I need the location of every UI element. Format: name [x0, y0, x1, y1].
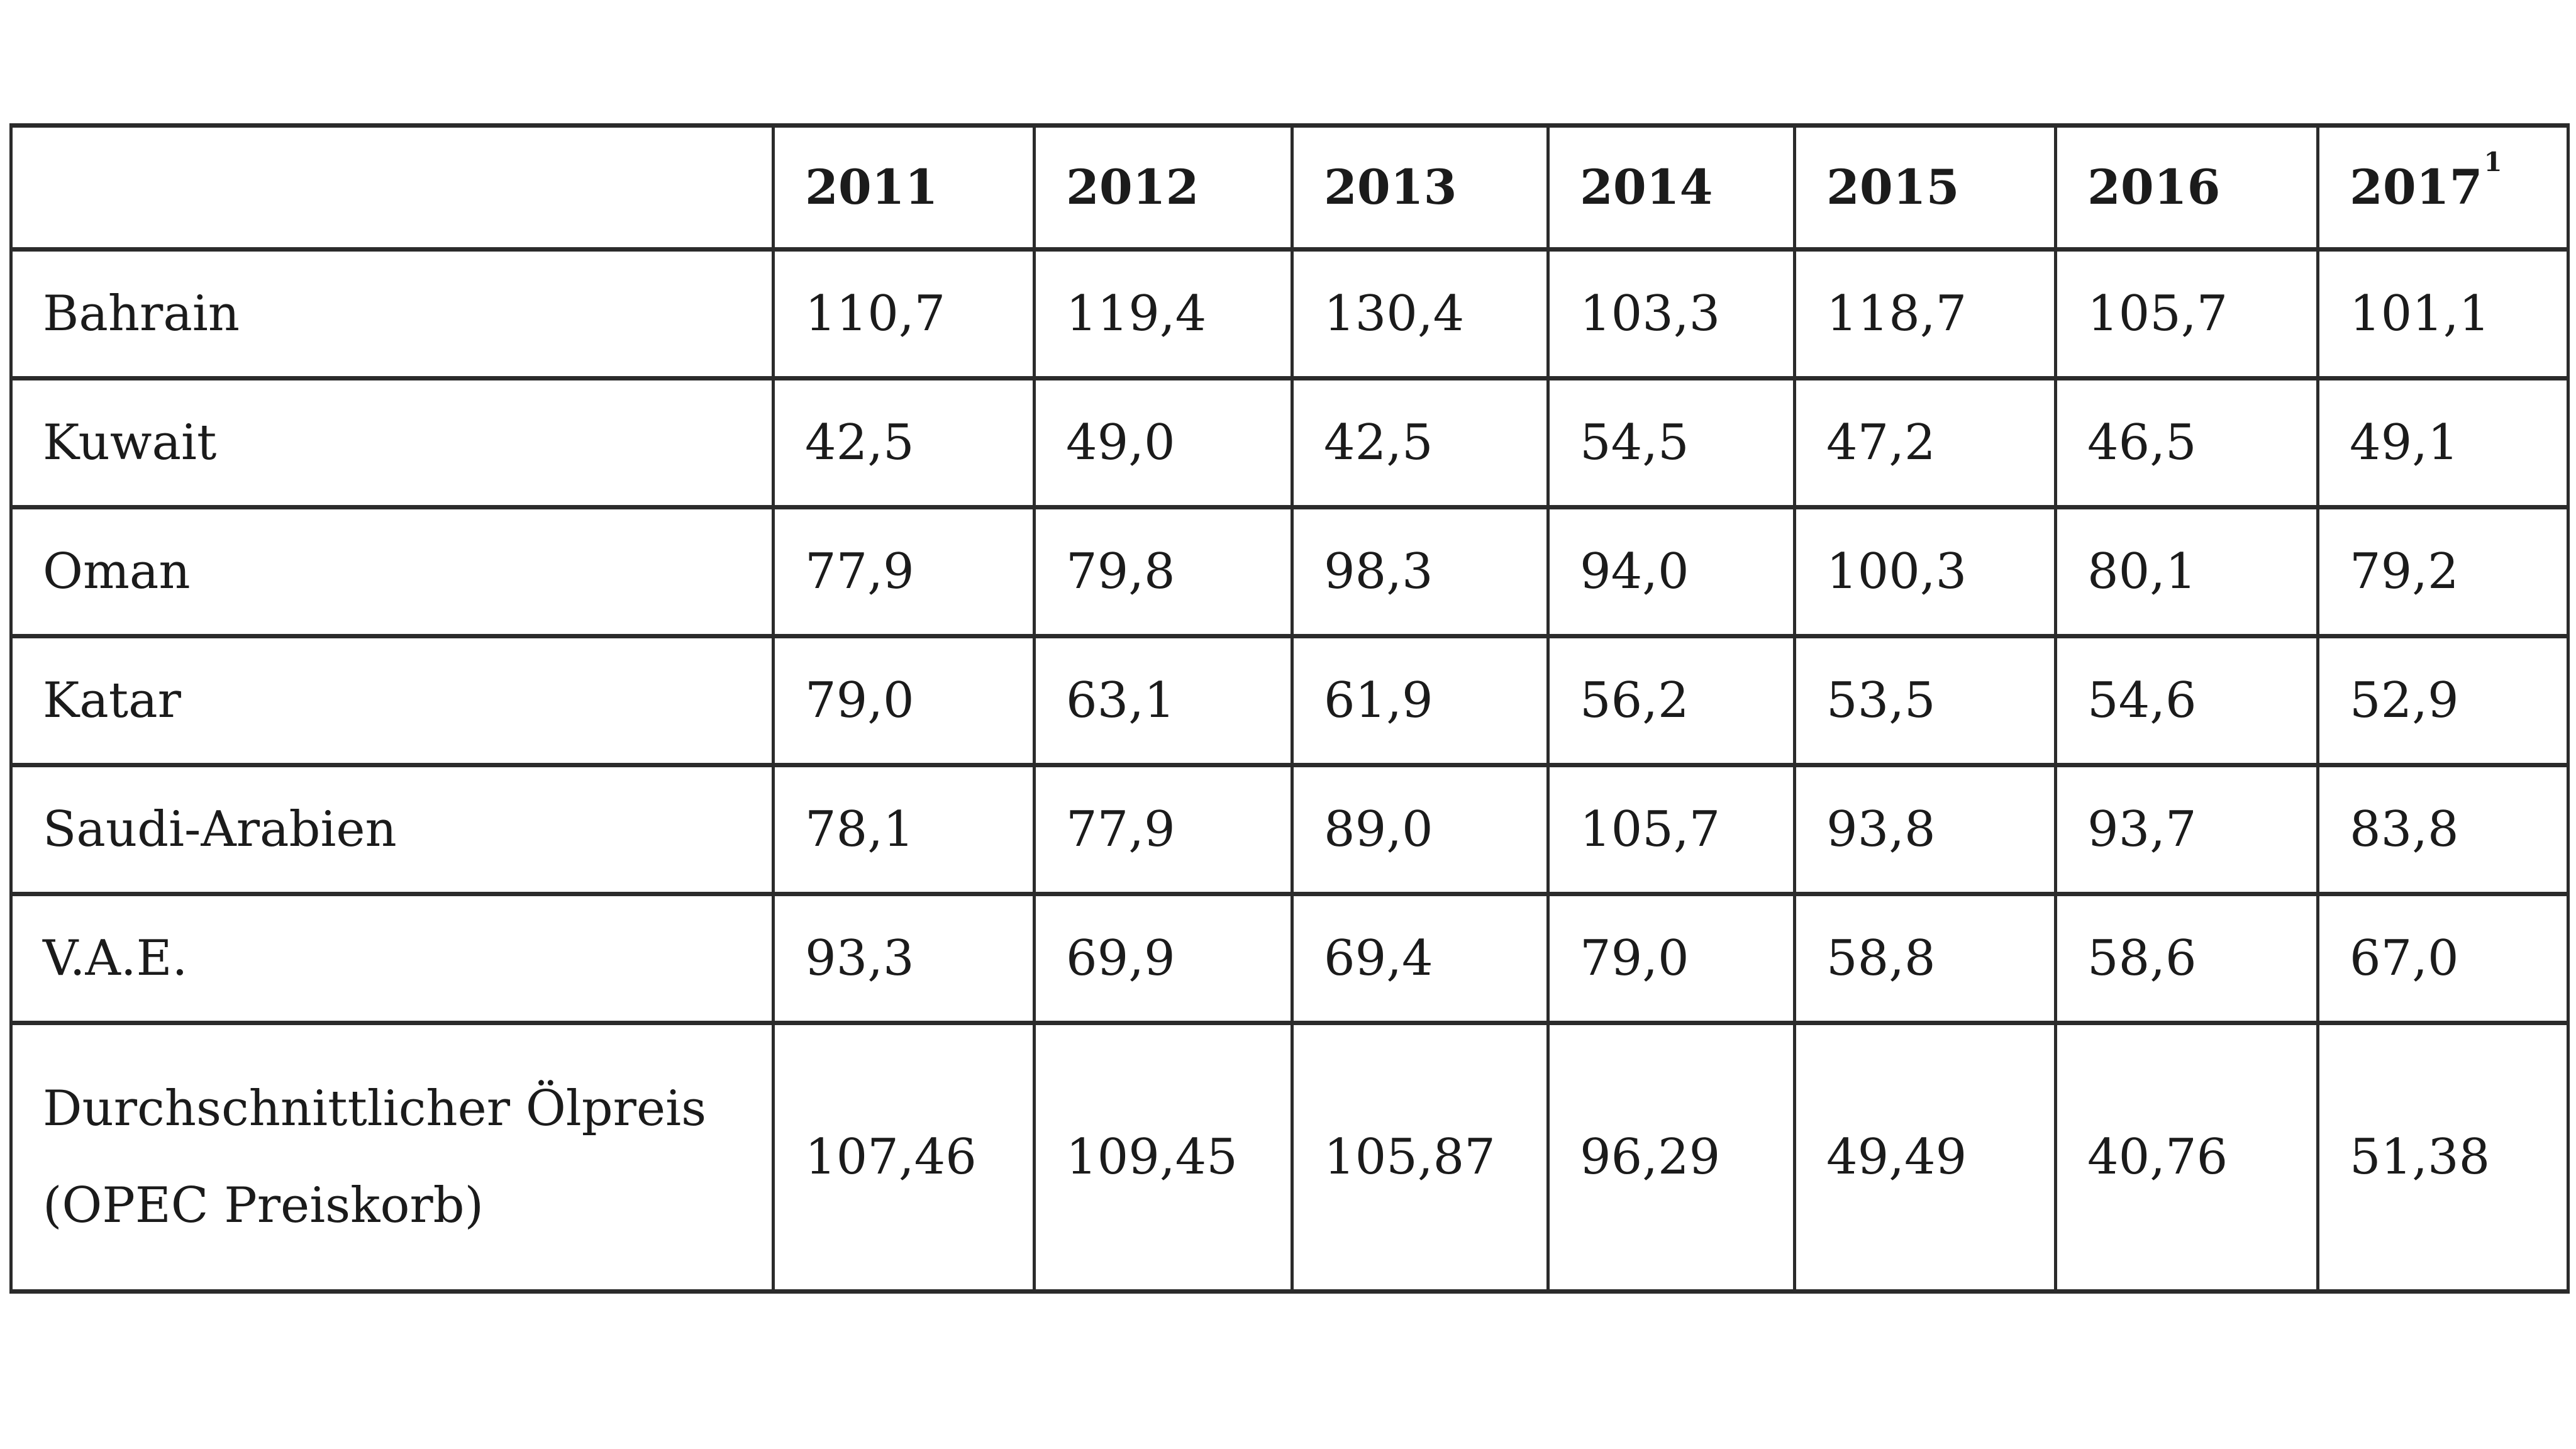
header-year-2017: 20171 [2316, 123, 2570, 252]
value-cell: 49,1 [2316, 376, 2570, 509]
value-cell: 105,87 [1291, 1021, 1550, 1294]
value-cell: 79,8 [1033, 505, 1294, 638]
value-cell: 77,9 [772, 505, 1036, 638]
value-cell: 63,1 [1033, 634, 1294, 767]
value-cell: 109,45 [1033, 1021, 1294, 1294]
value-cell: 46,5 [2054, 376, 2319, 509]
value-cell: 69,9 [1033, 892, 1294, 1025]
value-cell: 80,1 [2054, 505, 2319, 638]
value-cell: 96,29 [1546, 1021, 1796, 1294]
header-year-2012: 2012 [1033, 123, 1294, 252]
value-cell: 56,2 [1546, 634, 1796, 767]
header-empty-cell [9, 123, 775, 252]
value-cell: 93,3 [772, 892, 1036, 1025]
row-label: Kuwait [9, 376, 775, 509]
value-cell: 58,6 [2054, 892, 2319, 1025]
row-label: Oman [9, 505, 775, 638]
footnote-marker: 1 [2484, 146, 2502, 177]
header-year-2014: 2014 [1546, 123, 1796, 252]
value-cell: 42,5 [772, 376, 1036, 509]
value-cell: 119,4 [1033, 247, 1294, 380]
value-cell: 101,1 [2316, 247, 2570, 380]
value-cell: 67,0 [2316, 892, 2570, 1025]
value-cell: 79,2 [2316, 505, 2570, 638]
table-row-saudi-arabien: Saudi-Arabien 78,1 77,9 89,0 105,7 93,8 … [9, 763, 2570, 896]
row-label: Durchschnittlicher Ölpreis (OPEC Preisko… [9, 1021, 775, 1294]
value-cell: 51,38 [2316, 1021, 2570, 1294]
table-row-kuwait: Kuwait 42,5 49,0 42,5 54,5 47,2 46,5 49,… [9, 376, 2570, 509]
value-cell: 100,3 [1793, 505, 2057, 638]
value-cell: 47,2 [1793, 376, 2057, 509]
value-cell: 58,8 [1793, 892, 2057, 1025]
value-cell: 79,0 [772, 634, 1036, 767]
value-cell: 52,9 [2316, 634, 2570, 767]
value-cell: 78,1 [772, 763, 1036, 896]
table-row-bahrain: Bahrain 110,7 119,4 130,4 103,3 118,7 10… [9, 247, 2570, 380]
table-header-row: 2011 2012 2013 2014 2015 2016 20171 [9, 123, 2570, 252]
value-cell: 94,0 [1546, 505, 1796, 638]
table-row-oman: Oman 77,9 79,8 98,3 94,0 100,3 80,1 79,2 [9, 505, 2570, 638]
row-label-line-2: (OPEC Preiskorb) [43, 1177, 484, 1234]
value-cell: 110,7 [772, 247, 1036, 380]
value-cell: 40,76 [2054, 1021, 2319, 1294]
table-row-katar: Katar 79,0 63,1 61,9 56,2 53,5 54,6 52,9 [9, 634, 2570, 767]
oil-price-table: 2011 2012 2013 2014 2015 2016 20171 Bahr… [9, 123, 2570, 1294]
row-label-line-1: Durchschnittlicher Ölpreis [43, 1080, 707, 1137]
value-cell: 98,3 [1291, 505, 1550, 638]
value-cell: 42,5 [1291, 376, 1550, 509]
value-cell: 93,7 [2054, 763, 2319, 896]
value-cell: 93,8 [1793, 763, 2057, 896]
value-cell: 130,4 [1291, 247, 1550, 380]
row-label: Bahrain [9, 247, 775, 380]
value-cell: 54,5 [1546, 376, 1796, 509]
row-label: V.A.E. [9, 892, 775, 1025]
header-year-2017-text: 2017 [2350, 159, 2483, 216]
value-cell: 118,7 [1793, 247, 2057, 380]
value-cell: 69,4 [1291, 892, 1550, 1025]
row-label: Saudi-Arabien [9, 763, 775, 896]
value-cell: 83,8 [2316, 763, 2570, 896]
value-cell: 49,0 [1033, 376, 1294, 509]
value-cell: 53,5 [1793, 634, 2057, 767]
value-cell: 79,0 [1546, 892, 1796, 1025]
header-year-2016: 2016 [2054, 123, 2319, 252]
value-cell: 54,6 [2054, 634, 2319, 767]
table-row-oil-price: Durchschnittlicher Ölpreis (OPEC Preisko… [9, 1021, 2570, 1294]
value-cell: 107,46 [772, 1021, 1036, 1294]
row-label: Katar [9, 634, 775, 767]
value-cell: 105,7 [1546, 763, 1796, 896]
value-cell: 105,7 [2054, 247, 2319, 380]
table-row-vae: V.A.E. 93,3 69,9 69,4 79,0 58,8 58,6 67,… [9, 892, 2570, 1025]
header-year-2011: 2011 [772, 123, 1036, 252]
value-cell: 49,49 [1793, 1021, 2057, 1294]
value-cell: 61,9 [1291, 634, 1550, 767]
value-cell: 89,0 [1291, 763, 1550, 896]
header-year-2013: 2013 [1291, 123, 1550, 252]
value-cell: 77,9 [1033, 763, 1294, 896]
value-cell: 103,3 [1546, 247, 1796, 380]
header-year-2015: 2015 [1793, 123, 2057, 252]
